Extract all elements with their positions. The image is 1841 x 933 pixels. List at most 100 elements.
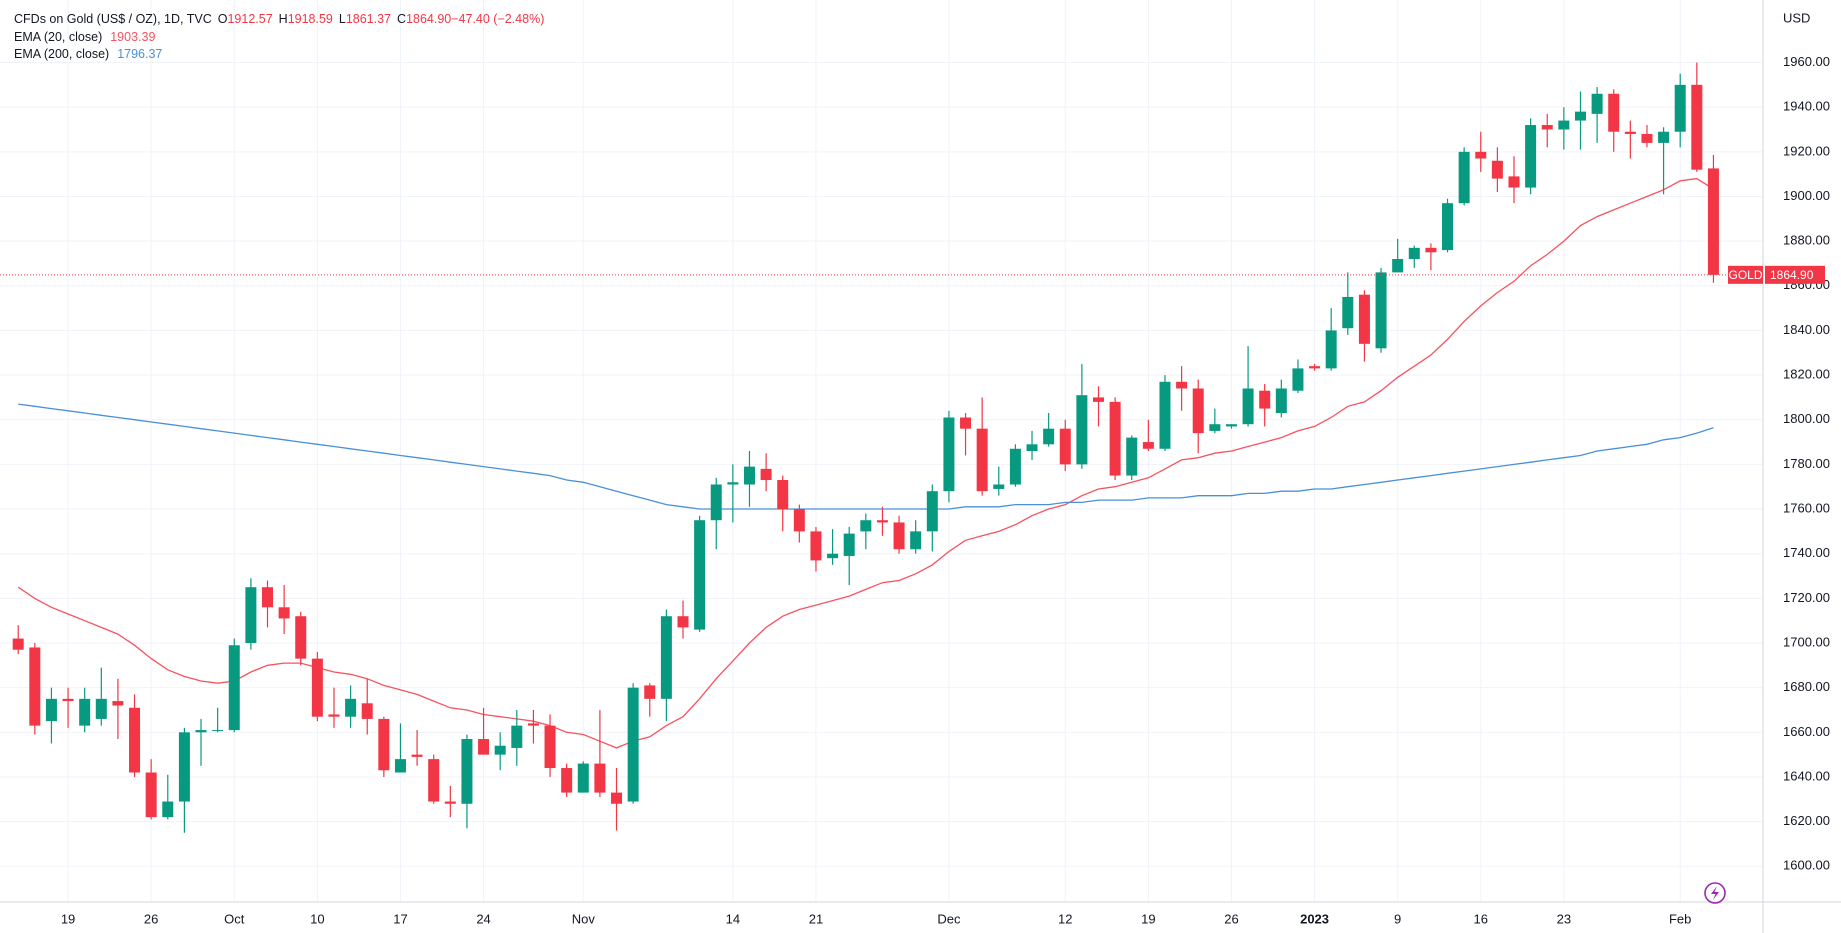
- y-tick-label: 1880.00: [1783, 233, 1830, 248]
- y-tick-label: 1780.00: [1783, 456, 1830, 471]
- candle-body: [793, 509, 805, 532]
- candle-body: [162, 801, 174, 818]
- candle-body: [1192, 388, 1204, 434]
- y-tick-label: 1800.00: [1783, 411, 1830, 426]
- x-tick-label: 2023: [1300, 911, 1329, 926]
- legend-name: EMA (200, close): [14, 47, 109, 61]
- candle-body: [361, 703, 373, 719]
- candle-body: [29, 647, 41, 726]
- candle-body: [677, 616, 689, 628]
- candle-body: [1043, 428, 1055, 445]
- candle-body: [627, 687, 639, 802]
- candle-body: [95, 698, 107, 719]
- candle-body: [1574, 111, 1586, 121]
- candle-body: [843, 533, 855, 556]
- x-tick-label: Nov: [572, 911, 596, 926]
- candle-body: [1525, 125, 1537, 188]
- legend-value: 1796.37: [117, 47, 162, 61]
- x-tick-label: 12: [1058, 911, 1072, 926]
- x-tick-label: 23: [1557, 911, 1571, 926]
- alert-icon[interactable]: [1704, 882, 1726, 904]
- candle-body: [1325, 330, 1337, 369]
- currency-label: USD: [1783, 10, 1810, 25]
- candle-body: [1026, 444, 1038, 451]
- ohlc-value: 1861.37: [346, 12, 391, 26]
- candle-body: [1142, 442, 1154, 449]
- candle-body: [1392, 258, 1404, 273]
- candle-body: [760, 468, 772, 481]
- y-tick-label: 1640.00: [1783, 768, 1830, 783]
- candle-body: [411, 754, 423, 757]
- candle-body: [461, 739, 473, 804]
- candle-body: [1558, 120, 1570, 130]
- candle-body: [1458, 151, 1470, 204]
- candle-body: [245, 587, 257, 644]
- candle-body: [1093, 397, 1104, 402]
- candle-body: [1674, 84, 1686, 132]
- candle-body: [926, 491, 938, 532]
- candle-body: [1275, 388, 1287, 414]
- candle-body: [228, 645, 240, 731]
- symbol-tag: [1728, 265, 1763, 284]
- candle-body: [561, 768, 573, 793]
- candle-body: [45, 698, 57, 722]
- ohlc-value: −47.40 (−2.48%): [451, 12, 544, 26]
- candle-body: [1691, 84, 1703, 170]
- candle-body: [893, 522, 905, 550]
- candle-body: [444, 801, 456, 804]
- candle-body: [527, 723, 539, 726]
- candle-body: [1541, 125, 1553, 130]
- x-tick-label: 19: [61, 911, 75, 926]
- candle-body: [710, 484, 722, 521]
- legend-entry: EMA (20, close) 1903.39: [14, 30, 155, 44]
- ohlc-key: O: [218, 12, 228, 26]
- legend: CFDs on Gold (US$ / OZ), 1D, TVC O1912.57…: [14, 12, 544, 61]
- candle-body: [594, 763, 606, 793]
- x-tick-label: 10: [310, 911, 324, 926]
- candle-body: [827, 553, 839, 559]
- candle-body: [1009, 448, 1021, 485]
- candle-body: [1209, 424, 1221, 431]
- candle-body: [311, 658, 323, 717]
- candle-body: [777, 480, 789, 510]
- y-tick-label: 1740.00: [1783, 545, 1830, 560]
- candle-body: [511, 725, 523, 748]
- candle-body: [1425, 247, 1437, 253]
- candle-body: [960, 417, 972, 429]
- candle-body: [212, 730, 224, 732]
- y-tick-label: 1660.00: [1783, 724, 1830, 739]
- candle-body: [178, 732, 190, 802]
- ema-line: [18, 403, 1714, 510]
- candle-body: [993, 484, 1005, 489]
- x-tick-label: Feb: [1669, 911, 1691, 926]
- y-tick-label: 1920.00: [1783, 143, 1830, 158]
- legend-entry: EMA (200, close) 1796.37: [14, 47, 162, 61]
- candle-body: [1375, 272, 1387, 349]
- y-tick-label: 1900.00: [1783, 188, 1830, 203]
- alert-bolt[interactable]: [1711, 886, 1719, 900]
- candle-body: [577, 763, 589, 793]
- legend-name: EMA (20, close): [14, 30, 102, 44]
- price-tag-label: 1864.90: [1770, 268, 1814, 282]
- axes: 1600.00 1620.00 1640.00 1660.00 1680.00 1700.…: [61, 54, 1830, 926]
- candle-body: [145, 772, 157, 818]
- y-tick-label: 1620.00: [1783, 813, 1830, 828]
- candle-body: [129, 707, 141, 773]
- alert-circle[interactable]: [1704, 882, 1726, 904]
- candle-body: [1658, 131, 1670, 143]
- chart-title: CFDs on Gold (US$ / OZ), 1D, TVC O1912.57…: [14, 12, 544, 26]
- candle-body: [295, 616, 307, 659]
- candle-body: [1491, 160, 1503, 179]
- candle-body: [1059, 428, 1071, 465]
- ohlc-key: L: [339, 12, 346, 26]
- candle-body: [1159, 381, 1171, 449]
- candle-body: [494, 745, 506, 755]
- candle-body: [810, 531, 822, 561]
- candle-body: [611, 792, 623, 804]
- candle-body: [112, 701, 124, 706]
- candle-body: [1508, 176, 1520, 188]
- candle-body: [943, 417, 955, 492]
- ohlc-value: 1864.90: [406, 12, 451, 26]
- x-tick-label: 14: [726, 911, 740, 926]
